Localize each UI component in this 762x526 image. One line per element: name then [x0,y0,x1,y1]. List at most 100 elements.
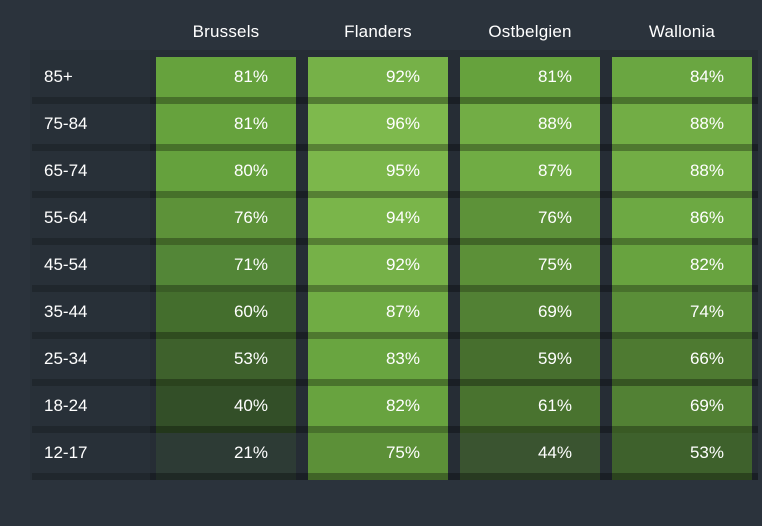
row-separator [302,426,454,433]
heatmap-cell-fill [308,57,448,104]
row-label-text: 35-44 [44,302,88,321]
row-separator [150,332,302,339]
heatmap-cell-value: 88% [537,114,572,133]
row-separator [454,473,606,480]
heatmap-column-brussels: 81% 81% 80% 76% 71% 60% 53% 40% 21% [150,50,302,480]
heatmap-cell-value: 60% [233,302,268,321]
heatmap-cell: 76% [454,198,606,245]
heatmap-cell-value: 71% [233,255,268,274]
row-label-25-34: 25-34 [30,339,150,386]
heatmap-cell-fill [612,386,752,433]
row-separator [454,144,606,151]
heatmap-cell: 71% [150,245,302,292]
row-label-text: 45-54 [44,255,88,274]
heatmap-cell-value: 81% [537,67,572,86]
heatmap-cell-value: 21% [233,443,268,462]
row-label-text: 25-34 [44,349,88,368]
heatmap-cell-fill [460,339,600,386]
row-separator [150,285,302,292]
heatmap-cell-value: 53% [233,349,268,368]
heatmap-cell: 84% [606,57,758,104]
heatmap-cell: 69% [606,386,758,433]
heatmap-cell: 92% [302,245,454,292]
heatmap-cell: 75% [302,433,454,480]
heatmap-cell-fill [460,292,600,339]
heatmap-cell-fill [460,433,600,480]
heatmap-cell-fill [308,433,448,480]
heatmap-cell: 82% [606,245,758,292]
heatmap-cell-value: 53% [689,443,724,462]
row-separator [302,97,454,104]
heatmap-cell-value: 96% [385,114,420,133]
heatmap-cell-fill [308,104,448,151]
heatmap-cell-fill [308,245,448,292]
heatmap-cell-fill [612,198,752,245]
heatmap-cell-value: 76% [537,208,572,227]
heatmap-cell-fill [308,339,448,386]
row-label-text: 55-64 [44,208,88,227]
row-label-text: 85+ [44,67,73,86]
column-header-row: Brussels Flanders Ostbelgien Wallonia [0,0,762,50]
row-separator [454,191,606,198]
heatmap-cell-value: 75% [385,443,420,462]
heatmap-cell: 53% [150,339,302,386]
row-separator [606,191,758,198]
row-separator [302,473,454,480]
heatmap-cell-fill [156,386,296,433]
heatmap-cell-fill [460,386,600,433]
heatmap-cell-fill [156,245,296,292]
row-separator [454,332,606,339]
row-separator [150,144,302,151]
row-separator [32,426,150,433]
heatmap-cell-value: 88% [689,114,724,133]
heatmap-cell: 96% [302,104,454,151]
row-separator [302,144,454,151]
row-separator [606,144,758,151]
heatmap-cell: 81% [454,57,606,104]
heatmap-cell-value: 81% [233,114,268,133]
heatmap-cell-value: 88% [689,161,724,180]
heatmap-cell-value: 87% [537,161,572,180]
heatmap-cell: 81% [150,104,302,151]
heatmap-cell-value: 87% [385,302,420,321]
heatmap-cell-fill [612,433,752,480]
heatmap-cell-fill [460,104,600,151]
heatmap-cell-fill [460,198,600,245]
heatmap-cell: 21% [150,433,302,480]
heatmap-cell-fill [308,151,448,198]
heatmap-cell: 88% [606,104,758,151]
row-separator [606,285,758,292]
heatmap-cell-value: 95% [385,161,420,180]
heatmap-cell: 60% [150,292,302,339]
heatmap-cell-fill [460,151,600,198]
heatmap-cell: 74% [606,292,758,339]
row-separator [454,97,606,104]
row-label-35-44: 35-44 [30,292,150,339]
heatmap-cell: 86% [606,198,758,245]
heatmap-cell-value: 75% [537,255,572,274]
row-separator [302,191,454,198]
row-separator [302,379,454,386]
heatmap-cell-fill [612,292,752,339]
heatmap-cell-value: 76% [233,208,268,227]
row-label-85: 85+ [30,57,150,104]
heatmap-cell-value: 74% [689,302,724,321]
heatmap-cell-fill [308,292,448,339]
row-separator [606,97,758,104]
heatmap-cell-fill [612,151,752,198]
heatmap-cell: 88% [606,151,758,198]
heatmap-cell: 59% [454,339,606,386]
heatmap-cell-fill [612,339,752,386]
heatmap-cell-value: 44% [537,443,572,462]
row-separator [606,379,758,386]
row-label-65-74: 65-74 [30,151,150,198]
heatmap-cell-fill [308,386,448,433]
row-separator [302,238,454,245]
column-header-wallonia: Wallonia [648,22,716,41]
heatmap-cell: 66% [606,339,758,386]
row-label-55-64: 55-64 [30,198,150,245]
heatmap-cell-value: 61% [537,396,572,415]
row-separator [150,97,302,104]
column-header-ostbelgien: Ostbelgien [488,22,572,41]
